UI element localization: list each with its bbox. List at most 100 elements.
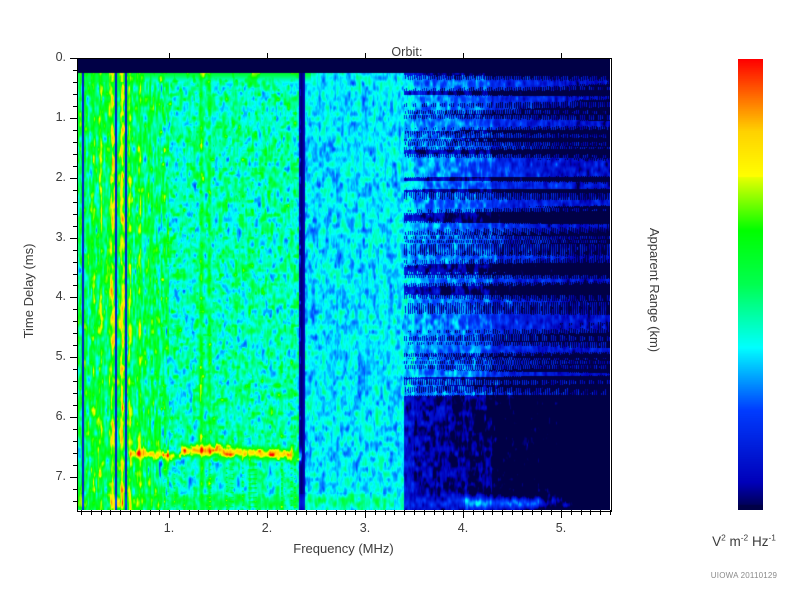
axis-tick: [73, 429, 77, 430]
axis-tick-label: 3.: [359, 521, 371, 535]
axis-tick: [91, 510, 92, 515]
axis-tick: [492, 510, 493, 515]
axis-tick: [70, 58, 77, 59]
axis-tick: [73, 226, 77, 227]
axis-tick: [345, 510, 346, 515]
axis-tick: [73, 321, 77, 322]
axis-tick: [73, 166, 77, 167]
axis-tick-label: 1.: [163, 521, 175, 535]
axis-tick-label: 7.: [55, 469, 66, 483]
axis-tick: [434, 510, 435, 515]
axis-tick: [73, 285, 77, 286]
axis-tick: [73, 70, 77, 71]
axis-tick: [73, 154, 77, 155]
axis-tick-label: 5.: [555, 521, 567, 535]
axis-tick: [73, 381, 77, 382]
spectrogram-plot-area: [77, 58, 610, 510]
axis-tick: [73, 345, 77, 346]
axis-tick: [73, 106, 77, 107]
axis-tick: [287, 510, 288, 515]
axis-tick: [73, 202, 77, 203]
axis-tick: [385, 510, 386, 515]
axis-tick: [600, 510, 601, 515]
axis-tick: [70, 238, 77, 239]
axis-tick: [70, 178, 77, 179]
spectrogram-canvas: [77, 58, 610, 510]
axis-tick: [296, 510, 297, 515]
axis-tick: [336, 510, 337, 515]
axis-tick: [73, 250, 77, 251]
axis-tick: [169, 510, 170, 518]
axis-tick: [70, 357, 77, 358]
axis-tick: [532, 510, 533, 515]
axis-tick: [365, 510, 366, 518]
axis-tick: [73, 501, 77, 502]
axis-tick-label: 6.: [55, 409, 66, 423]
axis-tick: [502, 510, 503, 515]
axis-tick: [159, 510, 160, 515]
colorbar-units-label: V2 m-2 Hz-1: [712, 532, 776, 549]
axis-tick: [610, 510, 611, 515]
axis-tick-label: 2.: [55, 170, 66, 184]
axis-tick: [169, 53, 170, 58]
axis-tick: [73, 489, 77, 490]
axis-tick: [130, 510, 131, 515]
axis-tick: [208, 510, 209, 515]
axis-tick: [70, 477, 77, 478]
axis-tick: [267, 510, 268, 518]
axis-tick: [110, 510, 111, 515]
axis-tick: [551, 510, 552, 515]
axis-tick-label: 5.: [55, 349, 66, 363]
axis-tick: [404, 510, 405, 515]
axis-tick-label: 4.: [55, 289, 66, 303]
axis-tick: [140, 510, 141, 515]
axis-tick: [355, 510, 356, 515]
axis-tick: [73, 142, 77, 143]
colorbar: [738, 59, 763, 510]
axis-tick: [463, 510, 464, 518]
axis-tick: [424, 510, 425, 515]
axis-tick: [73, 453, 77, 454]
axis-tick: [561, 510, 562, 518]
axis-tick: [120, 510, 121, 515]
axis-tick: [73, 274, 77, 275]
axis-tick: [473, 510, 474, 515]
axis-tick: [70, 118, 77, 119]
axis-tick: [316, 510, 317, 515]
axis-tick: [238, 510, 239, 515]
axis-tick: [247, 510, 248, 515]
axis-tick: [277, 510, 278, 515]
axis-tick: [561, 53, 562, 58]
axis-tick: [267, 53, 268, 58]
axis-tick: [394, 510, 395, 515]
axis-tick: [443, 510, 444, 515]
axis-tick-label: 2.: [261, 521, 273, 535]
axis-tick: [73, 262, 77, 263]
axis-tick: [73, 369, 77, 370]
axis-tick: [375, 510, 376, 515]
axis-tick-label: 0.: [55, 50, 66, 64]
axis-tick: [257, 510, 258, 515]
axis-tick: [70, 417, 77, 418]
axis-tick: [218, 510, 219, 515]
axis-tick: [179, 510, 180, 515]
y-axis-left: 0. 1. 2. 3. 4. 5. 6. 7.: [0, 0, 77, 600]
axis-tick: [571, 510, 572, 515]
axis-tick: [73, 405, 77, 406]
orbit-label: Orbit:: [391, 45, 423, 59]
axis-tick: [73, 130, 77, 131]
axis-tick: [73, 190, 77, 191]
axis-tick: [228, 510, 229, 515]
axis-tick: [453, 510, 454, 515]
x-axis-title: Frequency (MHz): [293, 541, 394, 556]
axis-tick: [81, 510, 82, 515]
axis-tick: [590, 510, 591, 515]
axis-tick: [73, 309, 77, 310]
axis-tick: [73, 94, 77, 95]
axis-tick: [581, 510, 582, 515]
axis-tick: [189, 510, 190, 515]
axis-tick: [73, 333, 77, 334]
axis-tick: [150, 510, 151, 515]
